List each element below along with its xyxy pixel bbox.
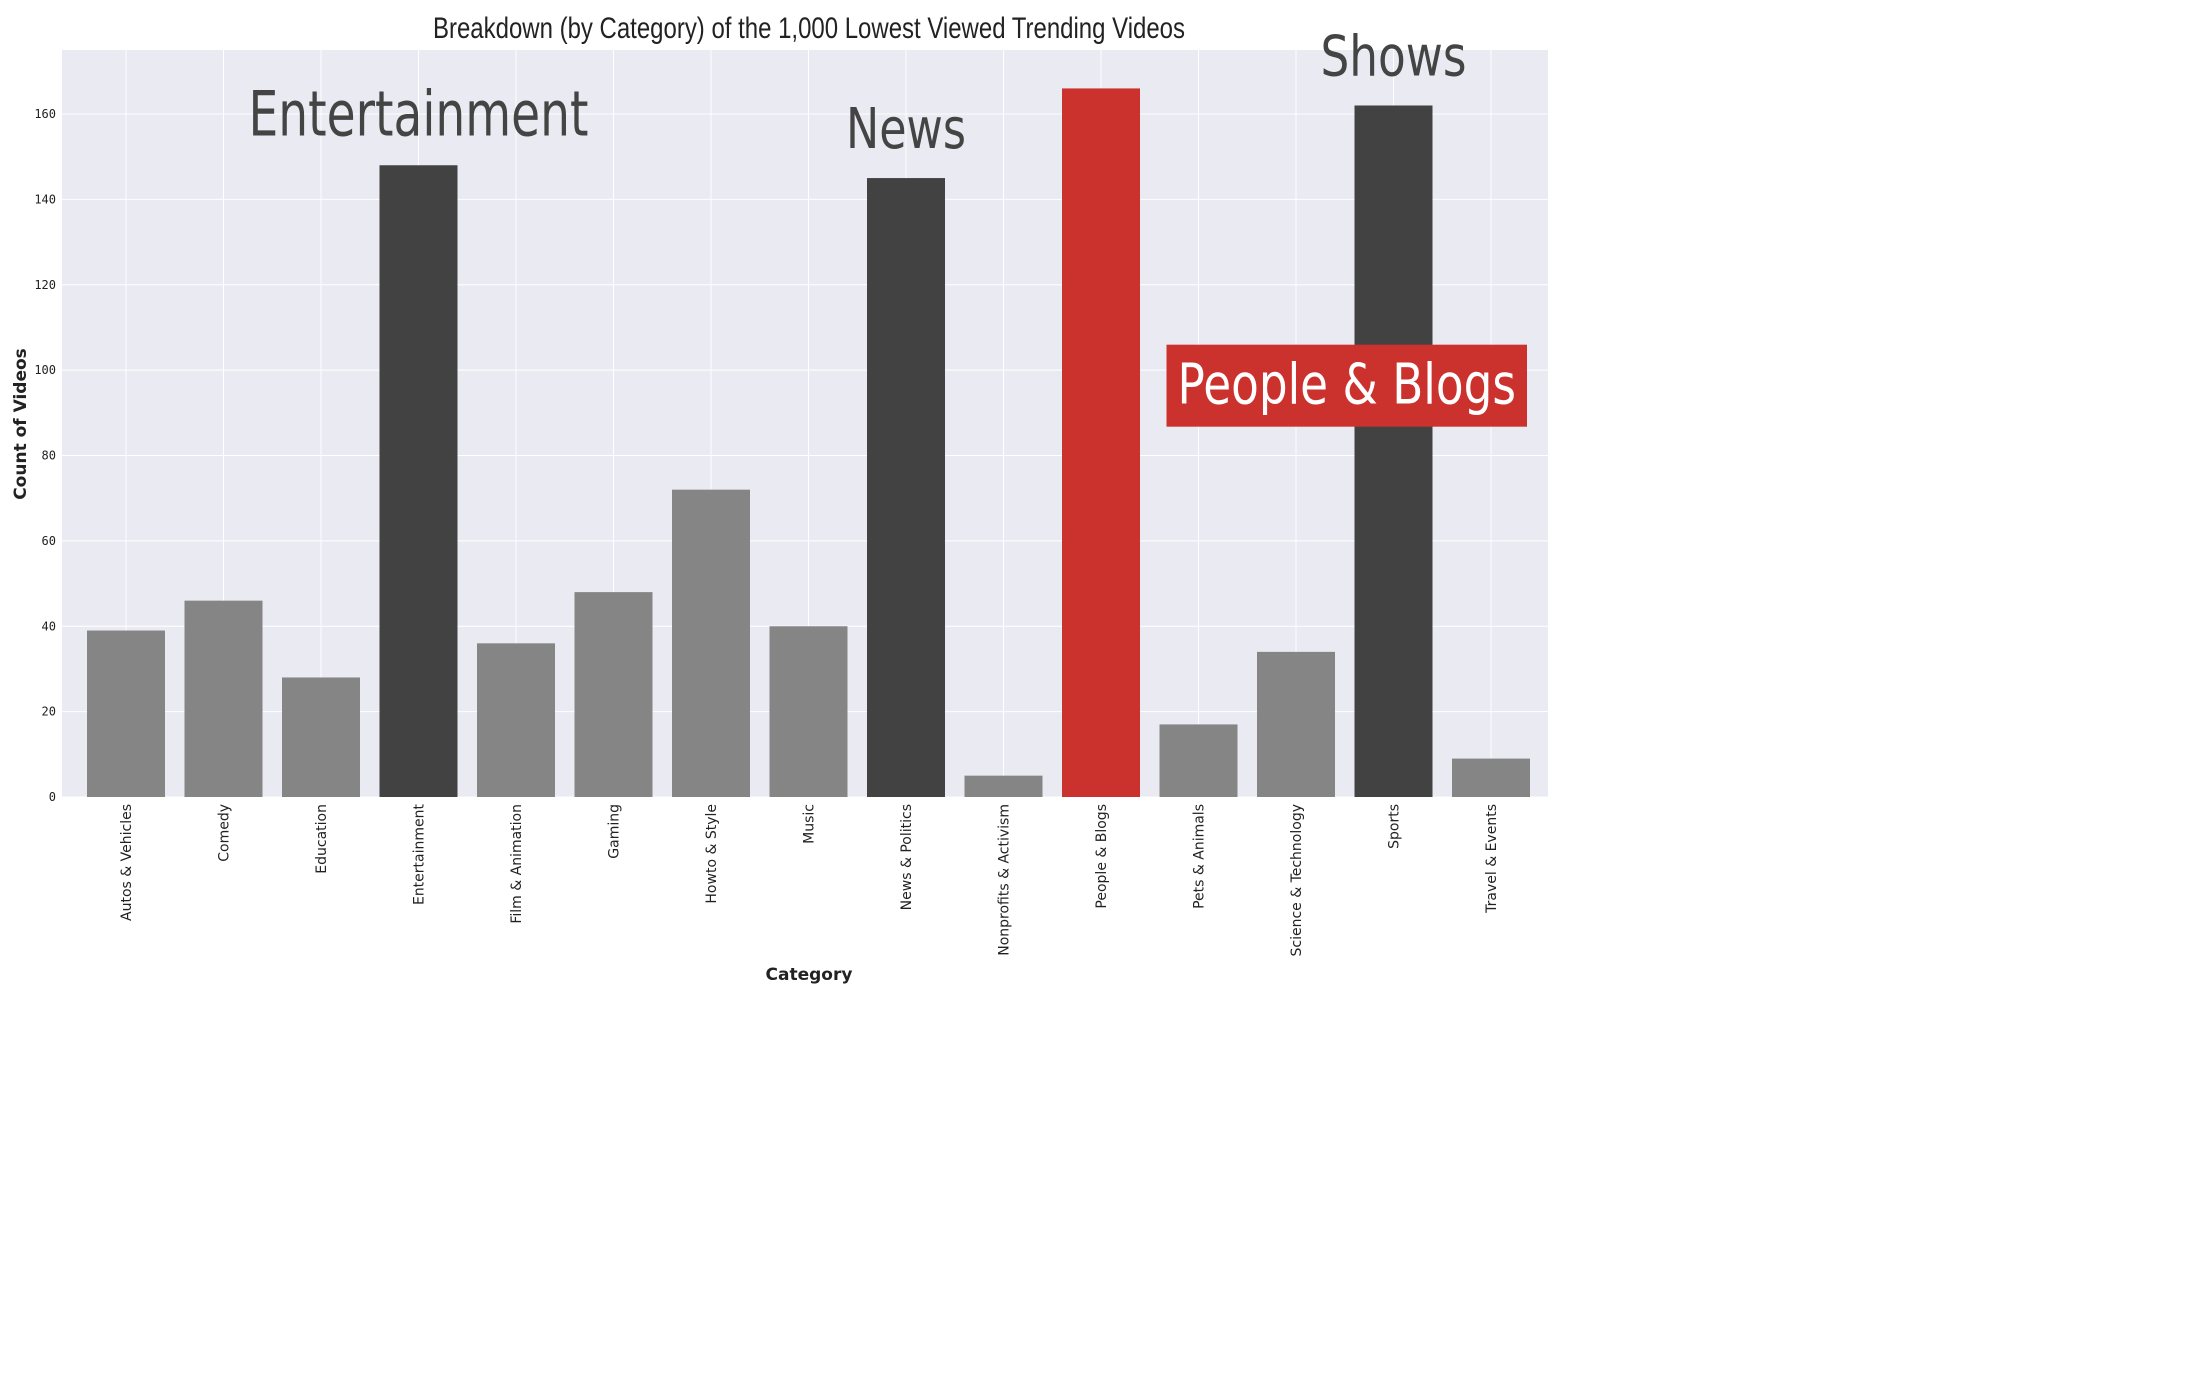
x-tick-labels: Autos & Vehicles Comedy Education Entertain… [119, 803, 1500, 956]
y-tick-label: 140 [34, 192, 56, 206]
bar [1354, 105, 1433, 797]
bar [184, 600, 263, 797]
x-tick-label: People & Blogs [1094, 804, 1110, 909]
bar [1062, 88, 1140, 798]
x-tick-label: Entertainment [412, 803, 428, 905]
bar [477, 643, 555, 797]
y-tick-label: 100 [34, 363, 56, 377]
x-tick-label: Pets & Animals [1192, 804, 1208, 909]
y-tick-label: 20 [42, 705, 56, 719]
x-tick-label: Howto & Style [704, 804, 720, 904]
bar [867, 178, 945, 798]
bar [379, 165, 458, 797]
annotations-group: Entertainment News Shows People & Blogs [249, 25, 1527, 427]
y-tick-label: 60 [42, 534, 56, 548]
people-blogs-annotation: People & Blogs [1178, 353, 1517, 418]
x-tick-label: Gaming [607, 804, 623, 859]
x-tick-label: Travel & Events [1484, 804, 1500, 914]
bar [964, 775, 1043, 797]
y-tick-labels: 0 20 40 60 80 100 120 140 160 [34, 107, 56, 804]
x-tick-label: Film & Animation [509, 804, 525, 924]
people-blogs-label-box [1166, 344, 1527, 427]
y-tick-label: 160 [34, 107, 56, 121]
y-tick-label: 0 [49, 790, 56, 804]
bar [769, 626, 848, 797]
x-tick-label: Sports [1387, 804, 1403, 849]
y-tick-label: 80 [42, 449, 56, 463]
x-tick-label: Autos & Vehicles [119, 804, 135, 921]
news-annotation: News [846, 97, 966, 162]
bar-chart: 0 20 40 60 80 100 120 140 160 Autos & Vehicles Co… [11, 12, 1548, 985]
bar [87, 630, 165, 797]
x-axis-label: Category [766, 965, 853, 985]
y-axis-label: Count of Videos [11, 348, 31, 500]
chart-title: Breakdown (by Category) of the 1,000 Low… [433, 12, 1185, 45]
y-tick-label: 120 [34, 278, 56, 292]
x-tick-label: Comedy [217, 804, 233, 862]
y-tick-label: 40 [42, 619, 56, 633]
shows-annotation: Shows [1321, 25, 1467, 90]
bar [1452, 758, 1530, 797]
bar [1257, 651, 1335, 797]
bars-group [87, 88, 1530, 798]
x-tick-label: Education [314, 804, 330, 874]
bar [672, 489, 750, 797]
bar [574, 592, 653, 797]
x-tick-label: Science & Technology [1289, 804, 1305, 957]
x-tick-label: Nonprofits & Activism [997, 804, 1013, 956]
entertainment-annotation: Entertainment [249, 77, 589, 150]
bar [282, 677, 360, 797]
bar [1159, 724, 1238, 797]
x-tick-label: News & Politics [899, 804, 915, 910]
x-tick-label: Music [802, 804, 818, 844]
